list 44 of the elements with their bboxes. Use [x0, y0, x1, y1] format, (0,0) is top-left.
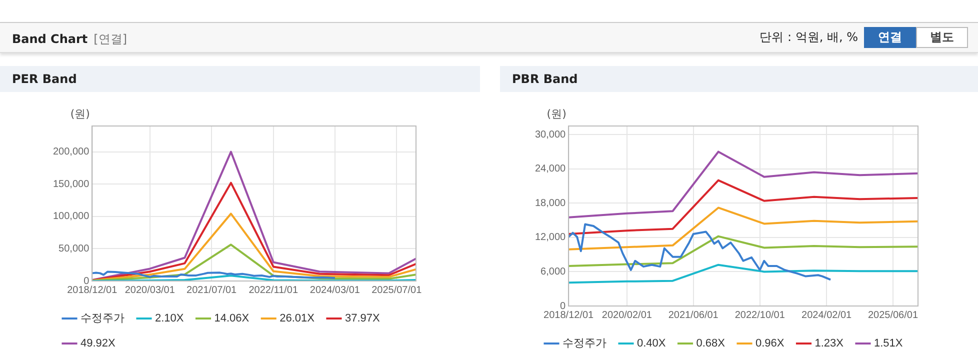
text: 단위 : 억원, 배, %	[760, 29, 858, 46]
y-tick-label: 200,000	[52, 146, 90, 158]
legend-label: 2.10X	[155, 312, 184, 325]
y-tick-label: 24,000	[534, 164, 566, 175]
x-tick-label: 2025/07/01	[372, 284, 422, 296]
y-axis-title: (원)	[546, 107, 566, 120]
legend-label: 수정주가	[80, 312, 124, 325]
x-tick-label: 2021/07/01	[186, 284, 238, 296]
legend-label: 1.51X	[874, 338, 904, 350]
y-tick-label: 12,000	[534, 232, 566, 244]
legend-label: 0.68X	[696, 338, 726, 350]
legend-label: 수정주가	[562, 338, 606, 350]
y-tick-label: 30,000	[534, 129, 566, 140]
chart-title: PER Band	[0, 66, 480, 92]
y-axis-title: (원)	[70, 107, 90, 120]
x-tick-label: 2020/02/01	[602, 310, 652, 321]
text: 연결	[864, 27, 916, 48]
x-tick-label: 2018/12/01	[67, 284, 118, 296]
x-tick-label: 2022/11/01	[248, 284, 298, 296]
x-tick-label: 2021/06/01	[668, 310, 719, 321]
y-tick-label: 18,000	[534, 198, 566, 209]
legend-label: 49.92X	[80, 338, 116, 350]
x-tick-label: 2024/02/01	[802, 310, 852, 321]
legend-label: 26.01X	[280, 312, 316, 325]
text: 별도	[916, 27, 968, 48]
y-tick-label: 0	[84, 276, 90, 287]
y-tick-label: 50,000	[58, 243, 90, 254]
chart-title: PBR Band	[500, 66, 978, 92]
legend-label: 1.23X	[814, 338, 844, 350]
x-tick-label: 2018/12/01	[544, 310, 594, 321]
legend-label: 37.97X	[344, 312, 380, 325]
y-tick-label: 0	[560, 300, 566, 312]
x-tick-label: 2025/06/01	[868, 310, 918, 321]
legend-label: 14.06X	[214, 312, 250, 325]
x-tick-label: 2020/03/01	[124, 284, 176, 296]
text: [연결]	[94, 32, 128, 46]
legend-label: 0.40X	[637, 338, 666, 350]
y-tick-label: 150,000	[52, 178, 90, 190]
text: Band Chart	[12, 32, 88, 46]
x-tick-label: 2024/03/01	[310, 284, 360, 296]
x-tick-label: 2022/10/01	[734, 310, 786, 321]
legend-label: 0.96X	[755, 338, 785, 350]
y-tick-label: 100,000	[52, 211, 90, 222]
y-tick-label: 6,000	[540, 266, 566, 278]
